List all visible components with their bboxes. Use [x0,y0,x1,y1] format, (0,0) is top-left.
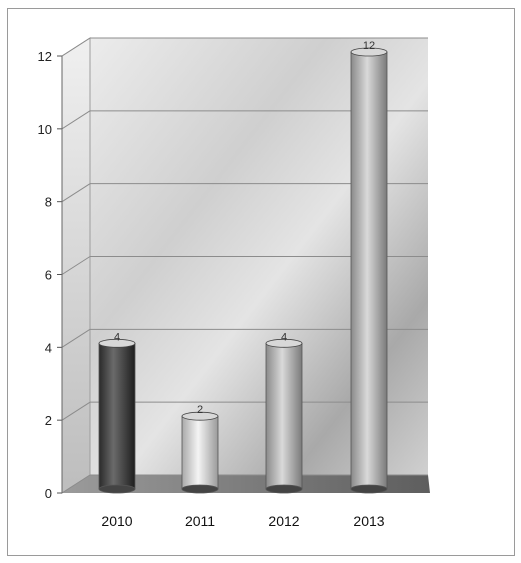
y-tick-label: 6 [45,268,52,283]
bar-top [98,338,136,348]
bar-base [350,484,388,494]
bar-base [98,484,136,494]
y-tick-label: 4 [45,340,52,355]
bar-body [98,342,136,490]
bar-top [350,47,388,57]
bar-base [265,484,303,494]
bar-top [265,338,303,348]
data-label: 4 [114,331,120,343]
x-tick-label: 2010 [101,513,132,529]
data-label: 2 [197,404,203,416]
gridline-side [61,328,91,348]
bar-2010: 4 [98,331,136,494]
data-label: 12 [363,40,375,52]
bar-base [181,484,219,494]
x-tick-label: 2012 [268,513,299,529]
y-tick-label: 12 [38,49,52,64]
bar-top [181,411,219,421]
bar-body [181,415,219,490]
y-tick-label: 0 [45,486,52,501]
bar-body [265,342,303,490]
gridline-side [61,256,91,275]
bar-2012: 4 [265,331,303,494]
y-tick-label: 8 [45,195,52,210]
data-label: 4 [281,331,287,343]
floor [62,475,430,493]
gridline-side [61,37,91,57]
bar-2011: 2 [181,404,219,494]
bar-body [350,51,388,490]
gridline-side [61,401,91,421]
gridline-side [61,110,91,130]
y-tick-label: 2 [45,413,52,428]
gridline-side [61,474,91,494]
x-tick-label: 2013 [353,513,384,529]
bar-2013: 12 [350,40,388,494]
x-tick-label: 2011 [185,513,215,529]
y-tick-label: 10 [38,122,52,137]
gridline-side [61,183,91,203]
